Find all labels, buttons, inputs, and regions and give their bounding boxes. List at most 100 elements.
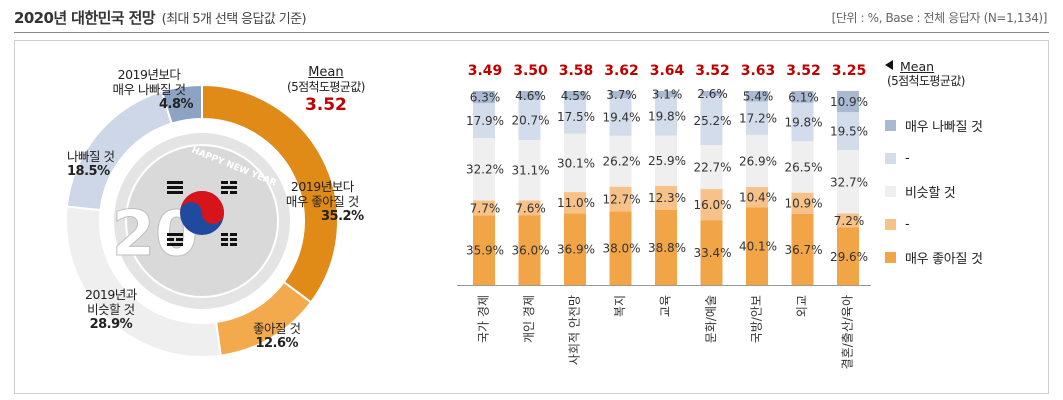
- bar-segment: [564, 213, 586, 285]
- bar-value-label: 10.9%: [830, 95, 868, 109]
- bar-segment: [473, 215, 495, 285]
- slice-label-better: 좋아질 것 12.6%: [253, 321, 301, 351]
- bar-segment: [700, 96, 723, 145]
- legend-item: 매우 나빠질 것: [885, 109, 1045, 142]
- category-tick-label: 국방/안보: [750, 295, 764, 343]
- bar-segment: [837, 91, 859, 113]
- bar-value-label: 17.9%: [466, 114, 504, 128]
- bar-value-label: 20.7%: [511, 114, 549, 128]
- bar-value-label: 36.0%: [511, 244, 549, 258]
- bar-segment: [837, 227, 859, 285]
- legend-swatch: [885, 120, 896, 131]
- bar-mean-label: 3.49: [468, 63, 503, 79]
- bar-value-label: 17.5%: [557, 110, 595, 124]
- legend: Mean (5점척도평균값) 매우 나빠질 것 - 비슷할 것 - 매우 좋아질 것: [885, 59, 1045, 274]
- bar-segment: [791, 141, 814, 193]
- bar-value-label: 5.4%: [743, 90, 774, 104]
- category-tick-label: 외교: [795, 295, 809, 317]
- category-tick-label: 결혼/출산/육아: [841, 295, 855, 369]
- bar-segment: [473, 103, 495, 138]
- bar-value-label: 38.0%: [602, 242, 640, 256]
- bar-mean-label: 3.50: [513, 63, 548, 79]
- bar-value-label: 10.9%: [784, 197, 822, 211]
- chart-panel: HAPPY NEW YEAR 20: [14, 40, 1049, 394]
- bar-segment: [746, 207, 768, 285]
- unit-note: [단위 : %, Base : 전체 응답자 (N=1,134)]: [831, 11, 1048, 25]
- bar-segment: [746, 134, 768, 188]
- category-tick-label: 사회적 안전망: [568, 295, 582, 365]
- bar-value-label: 6.1%: [788, 90, 819, 104]
- legend-label: -: [905, 217, 910, 232]
- bar-value-label: 4.6%: [515, 89, 546, 103]
- legend-item: -: [885, 142, 1045, 175]
- bar-value-label: 2.6%: [697, 87, 728, 101]
- bar-value-label: 19.8%: [784, 116, 822, 130]
- donut-mean: Mean (5점척도평균값) 3.52: [287, 65, 365, 115]
- bar-value-label: 7.6%: [515, 201, 546, 215]
- bar-value-label: 38.8%: [648, 241, 686, 255]
- legend-label: -: [905, 151, 910, 166]
- bar-value-label: 32.7%: [830, 175, 868, 189]
- bar-value-label: 25.2%: [693, 114, 731, 128]
- bar-value-label: 7.7%: [470, 201, 501, 215]
- slice-label-worse: 나빠질 것 18.5%: [67, 149, 115, 179]
- bar-segment: [518, 200, 541, 216]
- bar-segment: [700, 91, 723, 97]
- bar-mean-label: 3.62: [604, 63, 639, 79]
- donut-mean-value: 3.52: [304, 95, 347, 115]
- bar-segment: [609, 98, 632, 136]
- bar-segment: [700, 189, 723, 221]
- bar-segment: [473, 91, 495, 104]
- bar-segment: [746, 101, 768, 135]
- bar-value-label: 36.7%: [784, 243, 822, 257]
- bar-segment: [791, 213, 814, 285]
- category-tick-label: 교육: [659, 295, 673, 317]
- legend-swatch: [885, 186, 896, 197]
- category-tick-label: 개인 경제: [522, 295, 536, 343]
- page-subtitle: (최대 5개 선택 응답값 기준): [161, 12, 307, 27]
- bar-value-label: 3.1%: [652, 88, 683, 102]
- bar-mean-label: 3.25: [832, 63, 867, 79]
- bar-segment: [655, 185, 677, 210]
- legend-label: 매우 좋아질 것: [905, 252, 983, 267]
- bar-segment: [609, 186, 632, 212]
- donut-chart: HAPPY NEW YEAR 20: [65, 83, 339, 358]
- bar-segment: [518, 215, 541, 285]
- bar-segment: [700, 220, 723, 285]
- bar-segment: [564, 91, 586, 100]
- bar-value-label: 40.1%: [739, 240, 777, 254]
- category-tick-label: 문화/예술: [704, 295, 718, 343]
- slice-label-very-worse: 2019년보다 매우 나빠질 것 4.8%: [112, 67, 194, 112]
- bar-value-label: 32.2%: [466, 163, 504, 177]
- bar-value-label: 35.9%: [466, 244, 504, 258]
- bar-segment: [518, 140, 541, 201]
- bar-segment: [655, 97, 677, 136]
- triangle-left-icon: [885, 60, 893, 70]
- bar-segment: [837, 213, 859, 228]
- legend-mean: Mean (5점척도평균값): [885, 59, 965, 88]
- bar-mean-label: 3.63: [741, 63, 776, 79]
- bar-value-label: 3.7%: [606, 88, 637, 102]
- slice-label-very-better: 2019년보다 매우 좋아질 것 35.2%: [285, 179, 364, 224]
- bar-segment: [564, 133, 586, 193]
- bar-value-label: 6.3%: [470, 91, 501, 105]
- bar-segment: [564, 99, 586, 134]
- bar-segment: [791, 91, 814, 103]
- donut-mean-sub: (5점척도평균값): [287, 80, 365, 94]
- bar-segment: [837, 112, 859, 151]
- legend-swatch: [885, 252, 896, 263]
- bar-mean-label: 3.58: [559, 63, 594, 79]
- legend-swatch: [885, 219, 896, 230]
- center-emblem: HAPPY NEW YEAR 20: [111, 133, 290, 309]
- bar-value-label: 36.9%: [557, 243, 595, 257]
- legend-item: 매우 좋아질 것: [885, 241, 1045, 274]
- bar-value-label: 19.5%: [830, 125, 868, 139]
- bar-mean-label: 3.64: [650, 63, 685, 79]
- bar-value-label: 25.9%: [648, 154, 686, 168]
- bar-value-label: 16.0%: [693, 198, 731, 212]
- bar-value-label: 19.8%: [648, 110, 686, 124]
- stacked-bar-chart: 35.9% 7.7% 32.2% 17.9% 6.3% 3.49 국가 경제 36.0% 7.6…: [457, 63, 871, 369]
- donut-mean-label: Mean: [308, 65, 344, 80]
- header: 2020년 대한민국 전망 (최대 5개 선택 응답값 기준) [단위 : %,…: [14, 5, 1049, 33]
- category-tick-label: 복지: [613, 295, 627, 317]
